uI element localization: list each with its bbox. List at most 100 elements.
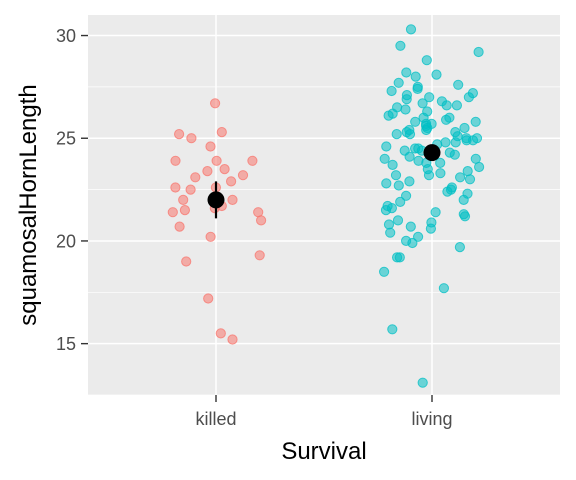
data-point-living [430, 207, 441, 218]
data-point-killed [205, 141, 216, 152]
data-point-killed [237, 170, 249, 181]
data-point-killed [186, 133, 197, 144]
data-point-living [390, 170, 402, 181]
y-tick-label: 15 [56, 334, 76, 354]
data-point-living [383, 110, 394, 121]
data-point-killed [170, 155, 181, 166]
data-point-living [459, 122, 470, 134]
data-point-living [442, 186, 453, 197]
data-point-living [410, 116, 421, 127]
data-point-living [383, 219, 395, 230]
data-point-living [385, 227, 396, 238]
mean-point-living [423, 144, 441, 162]
mean-point-killed [207, 191, 225, 209]
data-point-killed [247, 155, 258, 166]
data-point-living [404, 129, 416, 140]
x-tick-label-killed: killed [195, 409, 236, 429]
data-point-living [459, 211, 471, 222]
y-axis-title: squamosalHornLength [15, 84, 42, 326]
data-point-killed [167, 207, 178, 218]
data-point-killed [219, 164, 230, 175]
data-point-killed [205, 231, 216, 242]
data-point-killed [216, 127, 227, 138]
data-point-killed [174, 221, 185, 232]
data-point-killed [215, 328, 226, 339]
data-point-living [393, 180, 404, 191]
data-point-living [381, 141, 392, 152]
data-point-living [453, 79, 464, 90]
data-point-living [405, 24, 417, 35]
data-point-killed [170, 182, 181, 193]
data-point-living [473, 46, 484, 58]
data-point-living [441, 100, 452, 111]
data-point-living [424, 92, 435, 103]
data-point-living [404, 176, 415, 187]
data-point-killed [179, 205, 190, 216]
x-axis-title: Survival [281, 438, 366, 465]
data-point-living [412, 83, 423, 95]
y-tick-label: 25 [56, 129, 76, 149]
data-point-living [410, 71, 421, 82]
data-point-killed [181, 256, 192, 267]
plot-panel [88, 15, 560, 395]
data-point-living [413, 231, 424, 242]
data-point-killed [211, 155, 222, 166]
data-point-living [454, 242, 465, 253]
data-point-living [401, 67, 412, 78]
data-point-killed [227, 194, 238, 205]
data-point-living [464, 174, 476, 185]
data-point-living [421, 55, 432, 66]
data-point-living [386, 85, 397, 97]
data-point-living [450, 137, 461, 148]
x-axis: killed living [195, 395, 453, 429]
data-point-living [381, 178, 392, 189]
data-point-living [395, 40, 406, 51]
data-point-living [401, 94, 412, 105]
y-tick-label: 20 [56, 231, 76, 251]
data-point-living [391, 129, 402, 140]
y-tick-label: 30 [56, 26, 76, 46]
data-point-living [458, 194, 469, 205]
data-point-killed [190, 172, 201, 183]
data-point-living [461, 135, 472, 146]
data-point-killed [226, 176, 237, 187]
data-point-living [425, 223, 436, 234]
data-point-living [387, 324, 398, 335]
data-point-living [431, 69, 442, 80]
y-axis: 15 20 25 30 [56, 26, 88, 354]
data-point-living [470, 116, 481, 127]
data-point-living [438, 283, 449, 294]
data-point-living [474, 161, 485, 173]
summary-marks [207, 144, 441, 219]
data-point-killed [174, 129, 185, 140]
data-points [167, 24, 485, 388]
data-point-living [421, 124, 432, 136]
data-point-living [380, 205, 392, 216]
data-point-living [451, 100, 462, 111]
data-point-living [423, 170, 435, 181]
data-point-living [417, 377, 428, 388]
data-point-living [379, 266, 390, 277]
data-point-living [440, 137, 451, 148]
data-point-killed [203, 293, 214, 304]
data-point-killed [202, 166, 213, 177]
data-point-living [404, 151, 415, 162]
data-point-living [394, 252, 405, 263]
data-point-living [441, 114, 452, 125]
data-point-living [395, 196, 406, 207]
data-point-living [463, 92, 474, 103]
x-tick-label-living: living [411, 409, 452, 429]
data-point-living [417, 98, 428, 109]
data-point-living [449, 149, 460, 160]
data-point-living [401, 190, 412, 201]
data-point-living [400, 104, 411, 115]
data-point-living [405, 221, 416, 232]
data-point-living [455, 172, 466, 183]
data-point-living [387, 159, 398, 170]
data-point-living [407, 237, 418, 249]
data-point-killed [185, 184, 196, 195]
data-point-living [392, 215, 404, 226]
data-point-killed [227, 334, 238, 345]
data-point-living [379, 153, 390, 164]
